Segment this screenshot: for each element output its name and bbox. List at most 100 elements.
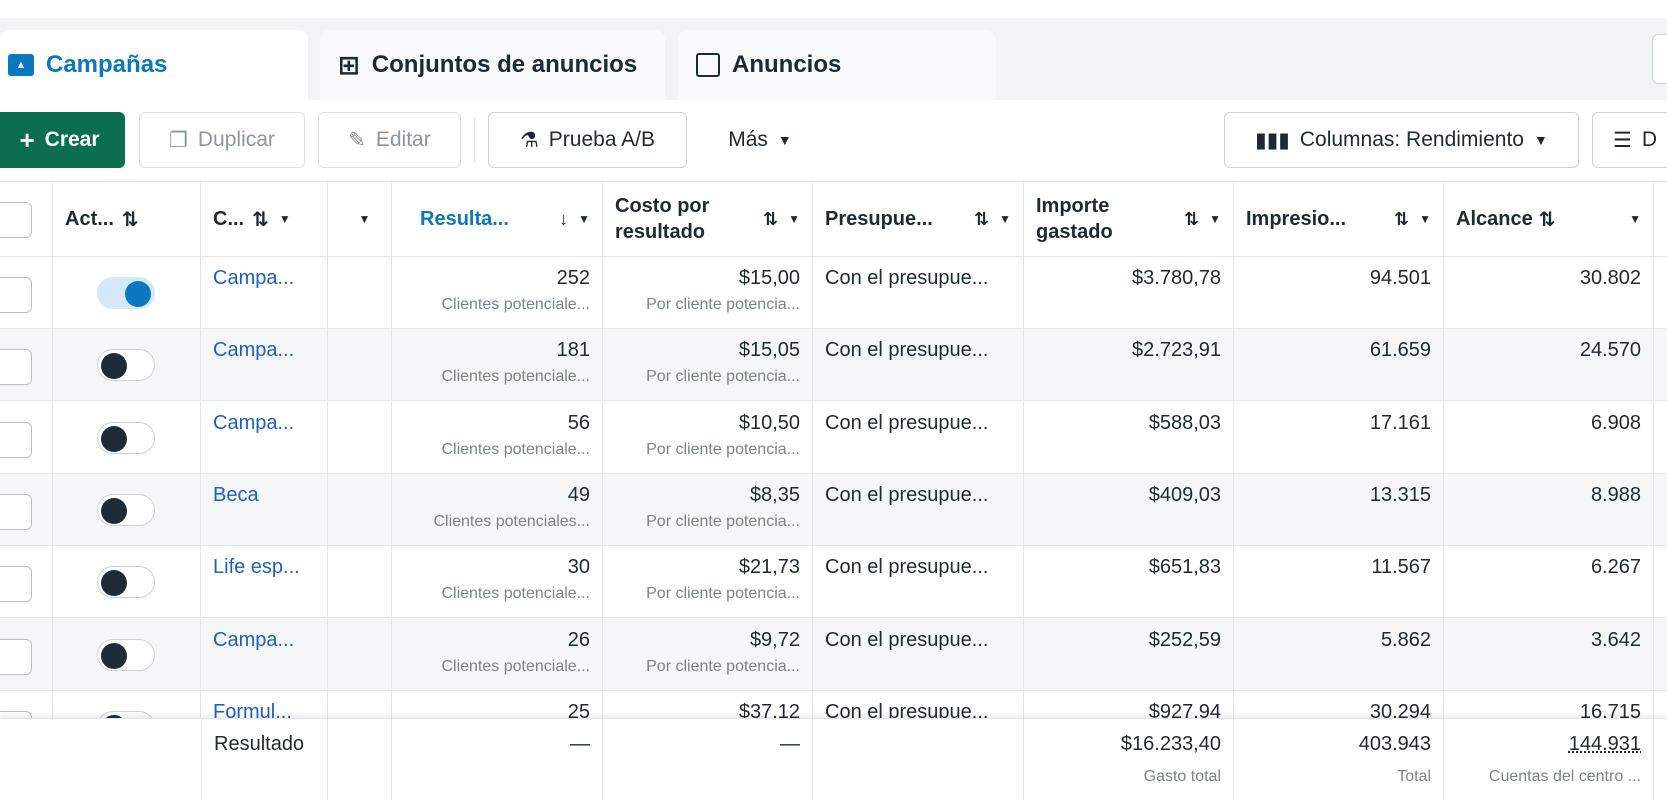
results-cell: 56 Clientes potenciale...	[392, 401, 603, 473]
active-toggle[interactable]	[97, 638, 155, 671]
label: Impresio...	[1246, 207, 1347, 230]
budget-cell: Con el presupue...	[813, 618, 1024, 690]
ab-test-button[interactable]: ⚗ Prueba A/B	[488, 112, 687, 168]
active-toggle[interactable]	[97, 421, 155, 454]
spent-cell: $252,59	[1024, 618, 1234, 690]
header-budget[interactable]: Presupue... ⇅ ▼	[813, 182, 1024, 256]
total-spent-label: Gasto total	[1143, 768, 1221, 785]
caret-down-icon: ▼	[1629, 212, 1641, 226]
more-button[interactable]: Más ▼	[705, 112, 815, 168]
campaign-name-link[interactable]: Campa...	[201, 257, 328, 328]
label: Costo por resultado	[615, 195, 710, 243]
header-active[interactable]: Act... ⇅	[53, 182, 201, 256]
header-results[interactable]: Resulta... ↓ ▼	[392, 182, 603, 256]
cost-cell: $8,35 Por cliente potencia...	[603, 473, 813, 545]
impressions-cell: 94.501	[1234, 257, 1444, 328]
total-reach[interactable]: 144.931	[1568, 733, 1641, 755]
campaign-name-link[interactable]: Campa...	[201, 401, 328, 473]
breakdown-icon: ☰	[1613, 128, 1632, 152]
toggle-knob	[101, 425, 127, 452]
window-icon	[696, 53, 720, 77]
header-cost[interactable]: Costo por resultado ⇅ ▼	[603, 182, 813, 256]
label: Alcance	[1456, 207, 1533, 230]
footer-label: Resultado	[201, 719, 328, 800]
campaign-table: Act... ⇅ C... ⇅ ▼ ▼ Resulta... ↓ ▼ Costo por …	[0, 181, 1667, 800]
header-campaign[interactable]: C... ⇅ ▼	[201, 182, 328, 256]
header-blank[interactable]: ▼	[328, 182, 392, 256]
table-row[interactable]: Campa... 26 Clientes potenciale... $9,72 P…	[0, 618, 1667, 691]
total-reach-label: Cuentas del centro ...	[1488, 768, 1641, 785]
sort-icon: ⇅	[252, 208, 269, 231]
header-spent[interactable]: Importe gastado ⇅ ▼	[1024, 182, 1234, 256]
sort-icon: ⇅	[121, 208, 139, 231]
breakdown-button[interactable]: ☰ D	[1592, 112, 1667, 168]
edit-button[interactable]: ✎ Editar	[318, 112, 461, 168]
label: Presupue...	[825, 207, 933, 230]
row-checkbox[interactable]	[0, 421, 32, 458]
caret-down-icon: ▼	[358, 212, 371, 226]
results-type: Clientes potenciales...	[433, 512, 590, 530]
campaign-name-link[interactable]: Life esp...	[201, 546, 328, 618]
duplicate-button[interactable]: ❐ Duplicar	[139, 112, 305, 168]
blank-cell	[328, 401, 392, 473]
row-checkbox[interactable]	[0, 349, 32, 386]
top-right-button[interactable]	[1652, 34, 1667, 84]
tab-campaigns[interactable]: ▲ Campañas	[0, 30, 308, 100]
table-row[interactable]: Campa... 56 Clientes potenciale... $10,50…	[0, 401, 1667, 474]
label: Más	[728, 128, 768, 151]
cost-value: $15,05	[738, 339, 800, 362]
campaign-name-link[interactable]: Beca	[201, 473, 328, 545]
toggle-cell	[53, 401, 201, 473]
table-row[interactable]: Campa... 181 Clientes potenciale... $15,0…	[0, 329, 1667, 402]
select-all-checkbox[interactable]	[0, 202, 32, 238]
row-checkbox[interactable]	[0, 493, 32, 530]
reach-cell: 8.988	[1444, 473, 1654, 545]
table-footer: Resultado — — $16.233,40 Gasto total 403.…	[0, 718, 1667, 800]
row-checkbox[interactable]	[0, 277, 32, 313]
divider	[474, 118, 475, 162]
columns-button[interactable]: ▮▮▮ Columnas: Rendimiento ▼	[1224, 112, 1579, 168]
blank-cell	[328, 257, 392, 328]
cost-cell: $15,05 Por cliente potencia...	[603, 329, 813, 401]
active-toggle[interactable]	[97, 349, 155, 382]
toggle-knob	[125, 281, 151, 307]
reach-cell: 24.570	[1444, 329, 1654, 401]
results-type: Clientes potenciale...	[441, 440, 590, 458]
columns-icon: ▮▮▮	[1255, 128, 1290, 152]
row-checkbox[interactable]	[0, 638, 32, 675]
toggle-knob	[101, 353, 127, 380]
cost-value: $21,73	[738, 556, 800, 579]
tab-ads[interactable]: Anuncios	[678, 30, 996, 100]
create-button[interactable]: + Crear	[0, 112, 125, 168]
toggle-cell	[53, 329, 201, 401]
header-impressions[interactable]: Impresio... ⇅ ▼	[1234, 182, 1444, 256]
results-value: 25	[567, 700, 590, 723]
active-toggle[interactable]	[97, 277, 155, 309]
campaign-name-link[interactable]: Campa...	[201, 618, 328, 690]
active-toggle[interactable]	[97, 493, 155, 526]
campaign-name-link[interactable]: Campa...	[201, 329, 328, 401]
tab-ad-sets[interactable]: ⊞ Conjuntos de anuncios	[320, 30, 665, 100]
cost-value: $9,72	[749, 628, 800, 651]
table-row[interactable]: Campa... 252 Clientes potenciale... $15,0…	[0, 257, 1667, 329]
tab-label: Conjuntos de anuncios	[371, 51, 638, 78]
budget-cell: Con el presupue...	[813, 546, 1024, 618]
plus-icon: +	[19, 124, 35, 155]
results-type: Clientes potenciale...	[441, 585, 590, 603]
header-reach[interactable]: Alcance ⇅ ▼	[1444, 182, 1654, 256]
table-row[interactable]: Beca 49 Clientes potenciales... $8,35 Por …	[0, 473, 1667, 546]
sort-icon: ⇅	[1394, 208, 1410, 229]
budget-cell: Con el presupue...	[813, 329, 1024, 401]
results-cell: 181 Clientes potenciale...	[392, 329, 603, 401]
row-checkbox[interactable]	[0, 566, 32, 603]
active-toggle[interactable]	[97, 566, 155, 599]
cost-value: $15,00	[738, 267, 800, 289]
caret-down-icon: ▼	[777, 132, 792, 148]
results-value: 181	[556, 339, 590, 362]
results-value: 26	[567, 628, 590, 651]
caret-down-icon: ▼	[578, 212, 590, 226]
folder-icon: ▲	[8, 54, 34, 76]
spent-cell: $2.723,91	[1024, 329, 1234, 401]
impressions-cell: 11.567	[1234, 546, 1444, 618]
table-row[interactable]: Life esp... 30 Clientes potenciale... $21…	[0, 546, 1667, 619]
